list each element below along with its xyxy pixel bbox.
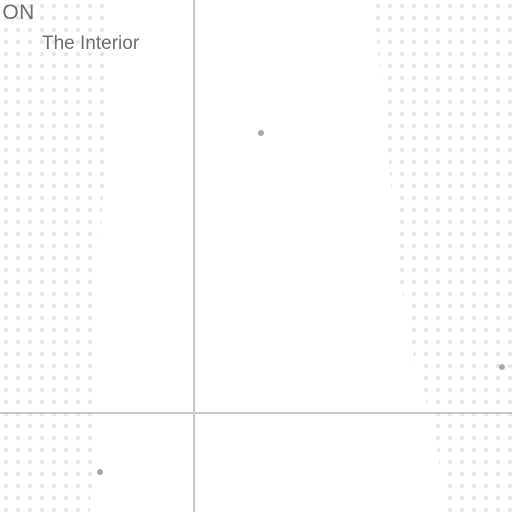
- land-region-west: [0, 0, 106, 512]
- area-label: The Interior: [42, 33, 140, 54]
- region-label: ION: [0, 1, 35, 24]
- map-point-marker[interactable]: [499, 364, 505, 370]
- map-point-marker[interactable]: [258, 130, 264, 136]
- land-region-east: [374, 0, 512, 512]
- map-point-marker[interactable]: [97, 469, 103, 475]
